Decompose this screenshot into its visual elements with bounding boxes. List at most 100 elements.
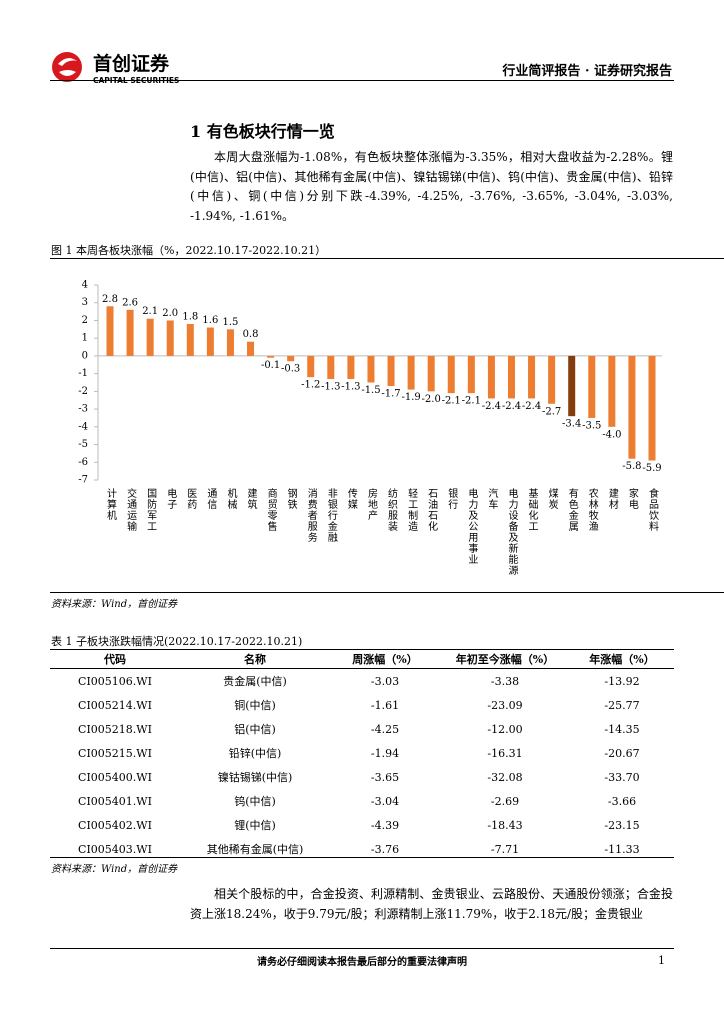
table-cell: -13.92 bbox=[604, 674, 640, 688]
paragraph: 本周大盘涨幅为-1.08%，有色板块整体涨幅为-3.35%，相对大盘收益为-2.… bbox=[190, 150, 673, 223]
bar bbox=[267, 355, 275, 358]
bar bbox=[126, 309, 134, 356]
table-row: CI005106.WI 贵金属(中信) -3.03 -3.38 -13.92 bbox=[50, 669, 674, 694]
bar bbox=[407, 355, 415, 390]
bar bbox=[106, 306, 114, 356]
bar bbox=[307, 355, 315, 378]
page-number: 1 bbox=[658, 954, 665, 967]
y-tick-label: 3 bbox=[82, 297, 88, 308]
x-tick-label: 电力设备及新能源 bbox=[506, 487, 518, 576]
x-tick-label: 有色金属 bbox=[566, 487, 578, 532]
bar bbox=[588, 355, 596, 418]
logo: 首创证券 CAPITAL SECURITIES bbox=[52, 52, 179, 85]
table-cell: -23.09 bbox=[487, 698, 523, 712]
figure-source: 资料来源：Wind，首创证券 bbox=[51, 599, 178, 610]
table-cell: -3.76 bbox=[370, 842, 400, 856]
table-row: CI005215.WI 铅锌(中信) -1.94 -16.31 -20.67 bbox=[50, 741, 674, 765]
y-tick-label: -5 bbox=[78, 439, 88, 450]
value-label: -3.4 bbox=[562, 419, 581, 430]
bar bbox=[367, 355, 375, 383]
x-tick-label: 银行 bbox=[446, 487, 458, 510]
table-cell: CI005214.WI bbox=[78, 698, 152, 712]
bar bbox=[427, 355, 435, 392]
y-tick-label: -3 bbox=[78, 404, 88, 415]
bar bbox=[467, 355, 475, 394]
x-tick-label: 商贸零售 bbox=[265, 487, 277, 532]
table-cell: -18.43 bbox=[487, 818, 523, 832]
table-cell: -3.65 bbox=[370, 770, 400, 784]
value-label: -3.5 bbox=[582, 420, 601, 431]
bar bbox=[568, 355, 576, 417]
value-label: 2.0 bbox=[162, 308, 178, 319]
bar bbox=[347, 355, 355, 379]
table-cell: 其他稀有金属(中信) bbox=[206, 843, 304, 856]
x-tick-label: 国防军工 bbox=[145, 488, 157, 532]
table-cell: -11.33 bbox=[604, 842, 640, 856]
x-tick-label: 食品饮料 bbox=[647, 487, 659, 532]
x-tick-label: 电力及公用事业 bbox=[466, 487, 478, 565]
value-label: -5.8 bbox=[622, 461, 641, 472]
bar bbox=[548, 355, 556, 404]
value-label: 2.1 bbox=[142, 306, 158, 317]
bar bbox=[247, 341, 255, 356]
x-tick-label: 家电 bbox=[626, 487, 638, 510]
column-header: 年涨幅（%） bbox=[570, 649, 674, 669]
x-tick-label: 传媒 bbox=[345, 488, 357, 510]
bar bbox=[186, 324, 194, 356]
table-caption: 表 1 子板块涨跌幅情况(2022.10.17-2022.10.21) bbox=[51, 635, 303, 648]
table-row: CI005401.WI 钨(中信) -3.04 -2.69 -3.66 bbox=[50, 789, 674, 813]
bar bbox=[287, 355, 295, 362]
table-cell: -3.04 bbox=[370, 794, 400, 808]
table: 代码 名称 周涨幅（%） 年初至今涨幅（%） 年涨幅（%） CI005106.WI 贵金属(… bbox=[50, 649, 674, 861]
table-cell: -3.03 bbox=[370, 674, 400, 688]
value-label: -2.0 bbox=[422, 394, 441, 405]
x-tick-label: 基础化工 bbox=[526, 487, 538, 532]
value-label: -1.9 bbox=[401, 392, 420, 403]
y-tick-label: -4 bbox=[78, 421, 88, 432]
value-label: 1.6 bbox=[202, 315, 218, 326]
paragraph: 相关个股标的中，合金投资、利源精制、金贵银业、云路股份、天通股份领涨；合金投资上… bbox=[190, 887, 673, 921]
value-label: 2.8 bbox=[102, 294, 118, 305]
bar bbox=[226, 329, 234, 356]
table-cell: 钨(中信) bbox=[234, 795, 276, 808]
chart: -7 -6 -5 -4 -3 -2 -1 0 1 2 3 4 2.8 计算机 2.6 交通运输 2.1 国防军工 2… bbox=[78, 280, 662, 576]
value-label: -1.7 bbox=[381, 389, 400, 400]
value-label: -1.5 bbox=[361, 385, 380, 396]
value-label: -2.4 bbox=[522, 401, 541, 412]
bar bbox=[206, 327, 214, 356]
column-header: 周涨幅（%） bbox=[330, 649, 440, 669]
value-label: -1.3 bbox=[341, 381, 360, 392]
x-tick-label: 房地产 bbox=[365, 487, 377, 521]
report-type: 行业简评报告 · 证券研究报告 bbox=[502, 64, 672, 79]
y-tick-label: 1 bbox=[82, 333, 88, 344]
y-tick-label: 0 bbox=[82, 350, 88, 361]
value-label: 0.8 bbox=[243, 329, 259, 340]
table-row: CI005400.WI 镍钴锡锑(中信) -3.65 -32.08 -33.70 bbox=[50, 765, 674, 789]
table-cell: -4.25 bbox=[370, 722, 400, 736]
x-tick-label: 钢铁 bbox=[285, 487, 297, 510]
table-row: CI005402.WI 锂(中信) -4.39 -18.43 -23.15 bbox=[50, 813, 674, 837]
table-source: 资料来源：Wind，首创证券 bbox=[51, 864, 178, 875]
value-label: -2.7 bbox=[542, 406, 561, 417]
x-tick-label: 计算机 bbox=[105, 487, 117, 521]
table-cell: -20.67 bbox=[604, 746, 640, 760]
table-cell: -32.08 bbox=[487, 770, 523, 784]
value-label: -1.3 bbox=[321, 381, 340, 392]
value-label: 2.6 bbox=[122, 297, 138, 308]
brand: 首创证券 bbox=[93, 52, 170, 75]
bar bbox=[628, 355, 636, 459]
table-cell: CI005218.WI bbox=[78, 722, 152, 736]
bar bbox=[608, 355, 616, 427]
bar bbox=[387, 355, 395, 387]
value-label: -4.0 bbox=[602, 429, 621, 440]
y-tick-label: -1 bbox=[78, 368, 88, 379]
table-cell: CI005106.WI bbox=[78, 674, 152, 688]
x-tick-label: 建筑 bbox=[245, 487, 257, 510]
column-header: 代码 bbox=[50, 649, 180, 669]
y-tick-label: -6 bbox=[78, 457, 88, 468]
table-cell: 镍钴锡锑(中信) bbox=[217, 771, 293, 784]
bar bbox=[447, 355, 455, 394]
bar bbox=[487, 355, 495, 399]
x-tick-label: 通信 bbox=[205, 488, 217, 510]
table-cell: -3.38 bbox=[490, 674, 520, 688]
